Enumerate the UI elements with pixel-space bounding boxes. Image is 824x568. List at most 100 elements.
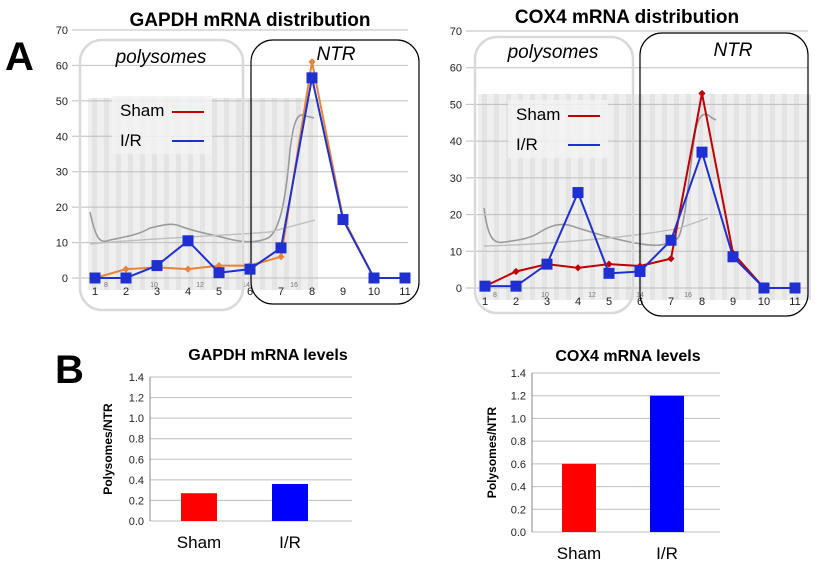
profile-stripe [92, 98, 97, 290]
profile-stripe [794, 94, 799, 300]
profile-stripe [200, 98, 205, 290]
x-tick-label: 5 [606, 296, 612, 308]
profile-stripe [104, 98, 109, 290]
ir-point [789, 282, 801, 294]
polysomes-label: polysomes [507, 42, 599, 63]
category-label: Sham [557, 544, 601, 563]
profile-tick-label: 10 [541, 292, 549, 299]
polysomes-region-box [473, 35, 635, 315]
profile-stripe [494, 94, 499, 300]
absorbance-trace [89, 114, 315, 243]
x-tick-label: 3 [544, 296, 550, 308]
y-tick-label: 1.4 [511, 368, 526, 380]
ir-point [213, 267, 225, 279]
y-tick-label: 50 [56, 96, 68, 108]
polysomes-region-box [78, 38, 245, 312]
ir-point [120, 272, 132, 284]
sham-point [122, 265, 130, 273]
x-tick-label: 9 [340, 286, 346, 298]
chart-title: GAPDH mRNA levels [188, 347, 348, 364]
x-tick-label: 9 [730, 296, 736, 308]
x-tick-label: 6 [247, 286, 253, 298]
profile-stripe [554, 94, 559, 300]
x-tick-label: 6 [637, 296, 643, 308]
y-tick-label: 0.4 [129, 475, 144, 487]
ir-point [275, 242, 287, 254]
ntr-label: NTR [316, 44, 355, 65]
profile-stripe [176, 98, 181, 290]
y-tick-label: 0 [456, 283, 462, 295]
y-tick-label: 60 [450, 63, 462, 75]
profile-stripe [662, 94, 667, 300]
profile-stripe [236, 98, 241, 290]
y-tick-label: 10 [56, 238, 68, 250]
profile-stripe [758, 94, 763, 300]
y-tick-label: 40 [450, 136, 462, 148]
sham-point [698, 89, 706, 98]
ir-point [151, 260, 163, 272]
sham-point [512, 267, 520, 276]
profile-stripe [506, 94, 511, 300]
y-tick-label: 40 [56, 131, 68, 143]
sham-point [667, 255, 675, 263]
profile-tick-label: 14 [242, 282, 250, 289]
y-tick-label: 60 [56, 60, 68, 72]
legend-ir-label: I/R [120, 131, 142, 150]
y-tick-label: 1.0 [511, 413, 526, 425]
profile-stripe [614, 94, 619, 300]
profile-stripe [272, 98, 277, 290]
y-tick-label: 20 [450, 210, 462, 222]
y-tick-label: 0.8 [129, 434, 144, 446]
legend-background [508, 100, 608, 158]
profile-stripe [650, 94, 655, 300]
ir-point [665, 234, 677, 246]
sham-point [184, 265, 192, 273]
ir-point [244, 263, 256, 275]
panel-label-b: B [55, 348, 84, 392]
sham-point [215, 262, 223, 270]
x-tick-label: 8 [309, 286, 315, 298]
sham-point [605, 260, 613, 268]
sham-point [308, 58, 316, 66]
ir-point [368, 272, 380, 284]
x-tick-label: 10 [758, 296, 770, 308]
profile-stripe [770, 94, 775, 300]
x-tick-label: 11 [399, 286, 410, 298]
ir-point [541, 258, 553, 270]
x-tick-label: 10 [368, 286, 380, 298]
profile-tick-label: 12 [196, 282, 204, 289]
chart-title: COX4 mRNA distribution [515, 7, 739, 28]
ir-point [510, 280, 522, 292]
ir-bar [650, 395, 684, 532]
profile-stripe [566, 94, 571, 300]
y-tick-label: 30 [56, 167, 68, 179]
profile-tick-label: 12 [588, 292, 596, 299]
profile-tick-label: 16 [290, 282, 298, 289]
ir-point [399, 272, 411, 284]
profile-stripe [308, 98, 313, 290]
ntr-label: NTR [713, 40, 752, 61]
legend-sham-label: Sham [120, 101, 164, 120]
gapdh-levels-chart: GAPDH mRNA levels 0.0 0.2 0.4 0.6 0.8 1.0 1.2 1.… [101, 347, 352, 552]
y-tick-label: 1.0 [129, 413, 144, 425]
ir-point [603, 267, 615, 279]
y-tick-label: 0.2 [511, 504, 526, 516]
profile-stripe [602, 94, 607, 300]
legend-background [112, 96, 212, 154]
x-tick-label: 8 [699, 296, 705, 308]
ir-point [696, 146, 708, 158]
ir-point [727, 251, 739, 263]
x-tick-label: 3 [154, 286, 160, 298]
category-label: I/R [656, 544, 678, 563]
y-tick-label: 1.4 [129, 372, 144, 384]
y-tick-label: 0.0 [511, 527, 526, 539]
profile-stripe [128, 98, 133, 290]
profile-stripe [722, 94, 727, 300]
legend: Sham I/R [508, 100, 608, 158]
profile-stripe [542, 94, 547, 300]
profile-stripe [164, 98, 169, 290]
y-tick-label: 0.2 [129, 495, 144, 507]
y-tick-label: 70 [56, 25, 68, 37]
